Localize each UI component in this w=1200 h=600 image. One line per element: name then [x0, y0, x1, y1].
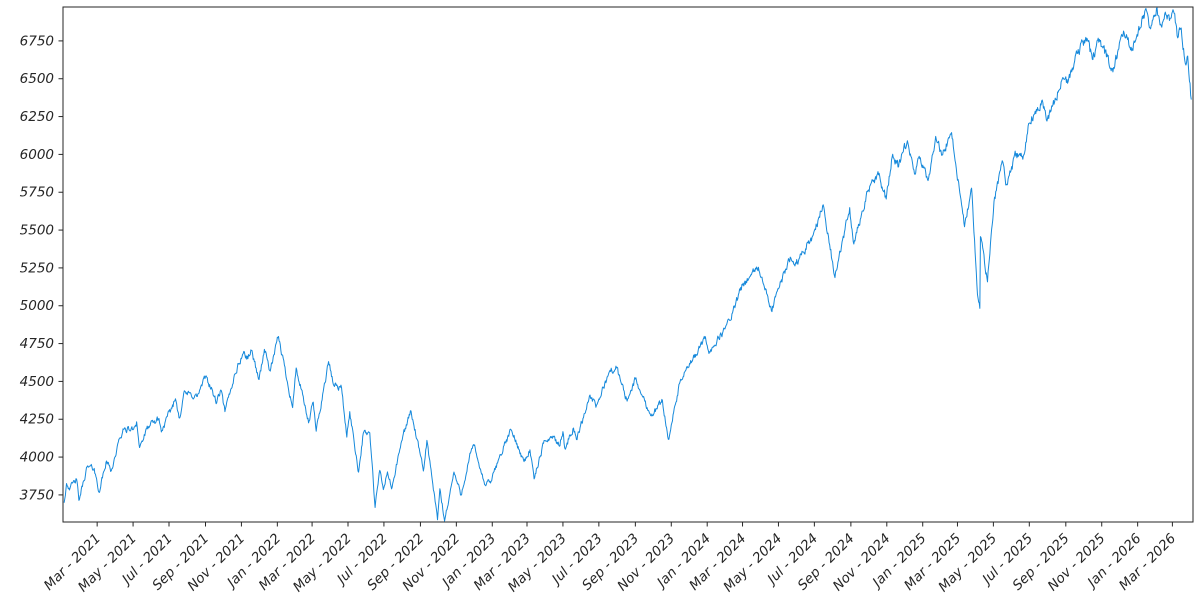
y-tick-label: 6250	[20, 109, 54, 125]
y-tick-label: 4500	[20, 374, 54, 390]
y-tick-label: 6750	[20, 33, 54, 49]
y-tick-label: 5750	[20, 185, 54, 201]
y-tick-label: 4750	[20, 336, 54, 352]
y-tick-label: 6000	[20, 147, 54, 163]
y-tick-label: 4000	[20, 450, 54, 466]
y-tick-label: 3750	[20, 487, 54, 503]
y-tick-label: 5250	[20, 260, 54, 276]
plot-border	[62, 6, 1194, 523]
y-tick-label: 5500	[20, 223, 54, 239]
y-axis: 3750 4000 4250 4500 4750 5000 5250 5500 5750 6000…	[20, 33, 63, 503]
y-tick-label: 4250	[20, 412, 54, 428]
y-tick-label: 5000	[20, 298, 54, 314]
price-line	[63, 7, 1192, 522]
y-tick-label: 6500	[20, 71, 54, 87]
